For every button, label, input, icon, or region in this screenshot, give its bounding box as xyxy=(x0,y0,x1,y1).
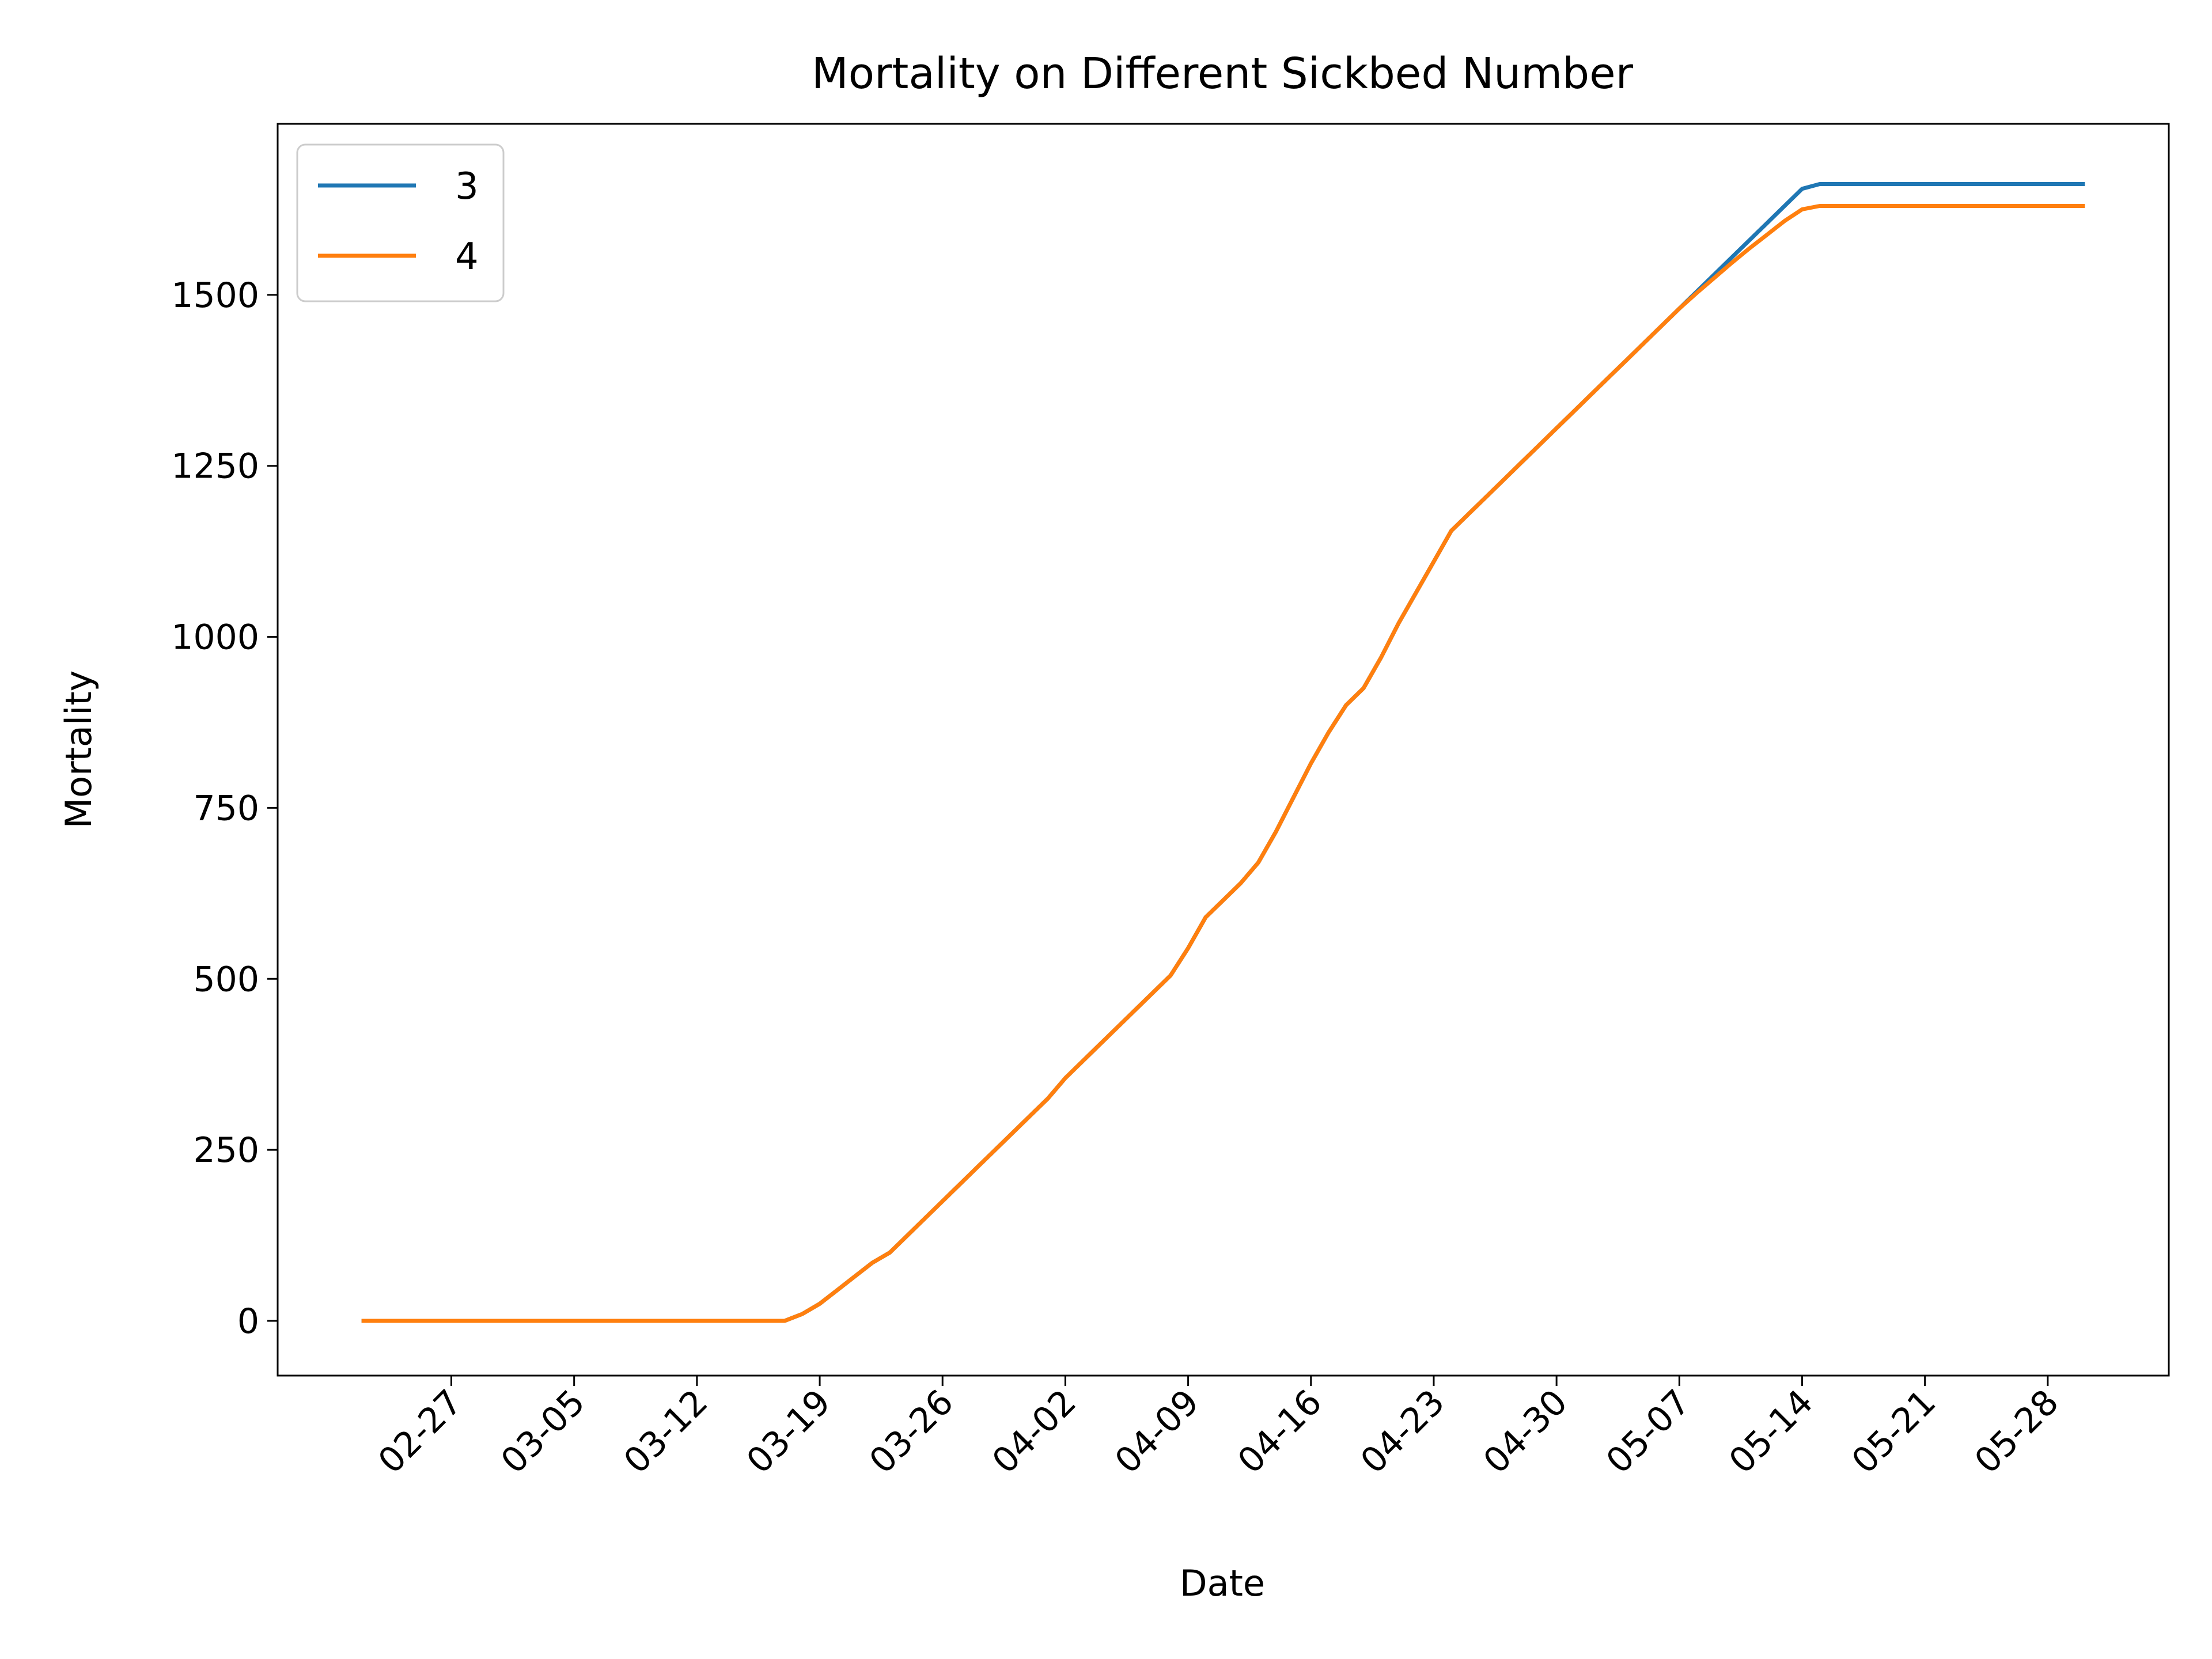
legend-items: 34 xyxy=(318,165,479,278)
x-axis-title: Date xyxy=(1180,1562,1265,1604)
legend-label-4: 4 xyxy=(455,236,479,278)
y-tick-label: 0 xyxy=(237,1301,259,1342)
y-tick-label: 1250 xyxy=(171,446,259,487)
series-layer xyxy=(361,182,2085,1323)
y-tick-label: 750 xyxy=(193,788,259,828)
legend: 34 xyxy=(296,143,505,302)
y-tick-label: 250 xyxy=(193,1130,259,1171)
axes-layer xyxy=(276,123,2170,1377)
plot-background xyxy=(278,124,2169,1376)
y-tick-label: 1000 xyxy=(171,618,259,658)
plot-area xyxy=(278,124,2169,1376)
y-axis-title: Mortality xyxy=(58,671,100,829)
chart-title: Mortality on Different Sickbed Number xyxy=(812,49,1634,99)
y-tick-label: 1500 xyxy=(171,275,259,316)
series-line-4 xyxy=(361,204,2085,1323)
y-axis-ticks: 0 250 500 750 1000 1250 1500 xyxy=(171,275,278,1342)
legend-label-3: 3 xyxy=(455,165,479,208)
plot-frame xyxy=(276,123,2170,1377)
y-tick-label: 500 xyxy=(193,959,259,999)
